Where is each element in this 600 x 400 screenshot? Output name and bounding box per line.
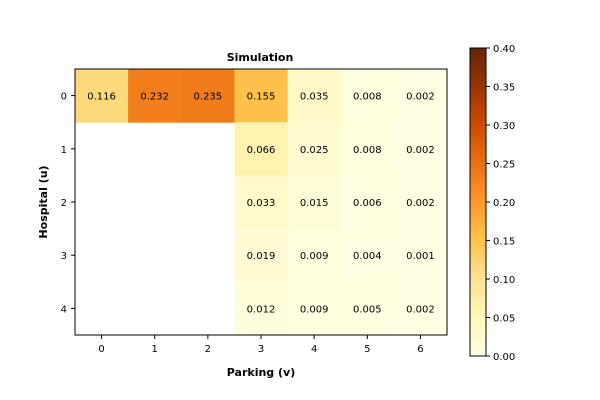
x-tick-label: 1 — [152, 344, 158, 355]
y-tick-label: 1 — [61, 145, 67, 156]
x-tick-label: 5 — [364, 344, 370, 355]
cell-value-label: 0.235 — [194, 92, 223, 103]
heatmap-cell — [287, 228, 342, 283]
cell-value-label: 0.066 — [247, 145, 276, 156]
y-tick-label: 2 — [61, 198, 67, 209]
heatmap-cell — [393, 69, 448, 123]
heatmap-cell — [287, 122, 342, 176]
colorbar-tick-label: 0.25 — [493, 160, 515, 171]
cell-value-label: 0.155 — [247, 92, 276, 103]
cell-value-label: 0.019 — [247, 251, 276, 262]
colorbar-tick-label: 0.20 — [493, 198, 515, 209]
heatmap-cell — [340, 228, 395, 283]
cell-value-label: 0.002 — [406, 304, 435, 315]
colorbar-tick-label: 0.35 — [493, 83, 515, 94]
heatmap-cell-labels: 0.116 0.232 0.235 0.155 0.035 0.008 0.002 0.066… — [87, 92, 434, 316]
cell-value-label: 0.002 — [406, 92, 435, 103]
y-tick-label: 3 — [61, 251, 67, 262]
cell-value-label: 0.002 — [406, 145, 435, 156]
heatmap-cell — [234, 281, 289, 336]
cell-value-label: 0.015 — [300, 198, 329, 209]
y-axis: 0 1 2 3 4 — [61, 92, 75, 315]
heatmap-cell — [340, 175, 395, 230]
cell-value-label: 0.008 — [353, 145, 382, 156]
colorbar-tick-label: 0.10 — [493, 275, 515, 286]
cell-value-label: 0.232 — [140, 92, 169, 103]
colorbar-tick-label: 0.05 — [493, 314, 515, 325]
heatmap-cell — [234, 69, 289, 123]
cell-value-label: 0.008 — [353, 92, 382, 103]
heatmap-cell — [128, 69, 182, 123]
heatmap-cell — [234, 228, 289, 283]
heatmap-cell — [393, 281, 448, 336]
cell-value-label: 0.009 — [300, 251, 329, 262]
colorbar — [469, 47, 487, 357]
heatmap-cell — [340, 281, 395, 336]
cell-value-label: 0.001 — [406, 251, 435, 262]
y-tick-label: 0 — [61, 92, 67, 103]
heatmap-cell — [75, 69, 129, 123]
heatmap-cell — [181, 69, 235, 123]
cell-value-label: 0.025 — [300, 145, 329, 156]
x-tick-label: 0 — [98, 344, 104, 355]
heatmap-cell — [393, 228, 448, 283]
heatmap-cell — [340, 69, 395, 123]
cell-value-label: 0.035 — [300, 92, 329, 103]
colorbar-tick-label: 0.30 — [493, 121, 515, 132]
cell-value-label: 0.033 — [247, 198, 276, 209]
colorbar-axis: 0.00 0.05 0.10 0.15 0.20 0.25 0.30 0.35 0.40 — [486, 44, 515, 363]
x-axis: 0 1 2 3 4 5 6 — [98, 335, 424, 355]
cell-value-label: 0.005 — [353, 304, 382, 315]
heatmap-cell — [340, 122, 395, 176]
cell-value-label: 0.009 — [300, 304, 329, 315]
x-tick-label: 6 — [417, 344, 423, 355]
colorbar-tick-label: 0.40 — [493, 44, 515, 55]
y-tick-label: 4 — [61, 304, 67, 315]
colorbar-tick-label: 0.00 — [493, 352, 515, 363]
cell-value-label: 0.012 — [247, 304, 276, 315]
cell-value-label: 0.002 — [406, 198, 435, 209]
heatmap-cell — [234, 175, 289, 230]
heatmap-cell — [287, 281, 342, 336]
colorbar-tick-label: 0.15 — [493, 237, 515, 248]
cell-value-label: 0.004 — [353, 251, 382, 262]
heatmap-cell — [393, 175, 448, 230]
x-axis-title: Parking (v) — [227, 366, 295, 379]
chart-title: Simulation — [227, 51, 294, 64]
x-tick-label: 4 — [311, 344, 317, 355]
x-tick-label: 2 — [205, 344, 211, 355]
heatmap-cell — [287, 69, 342, 123]
heatmap-cell — [234, 122, 289, 176]
cell-value-label: 0.116 — [87, 92, 116, 103]
x-tick-label: 3 — [258, 344, 264, 355]
y-axis-title: Hospital (u) — [37, 165, 50, 238]
cell-value-label: 0.006 — [353, 198, 382, 209]
heatmap-cell — [287, 175, 342, 230]
heatmap-cell — [393, 122, 448, 176]
heatmap-cells — [75, 69, 448, 336]
